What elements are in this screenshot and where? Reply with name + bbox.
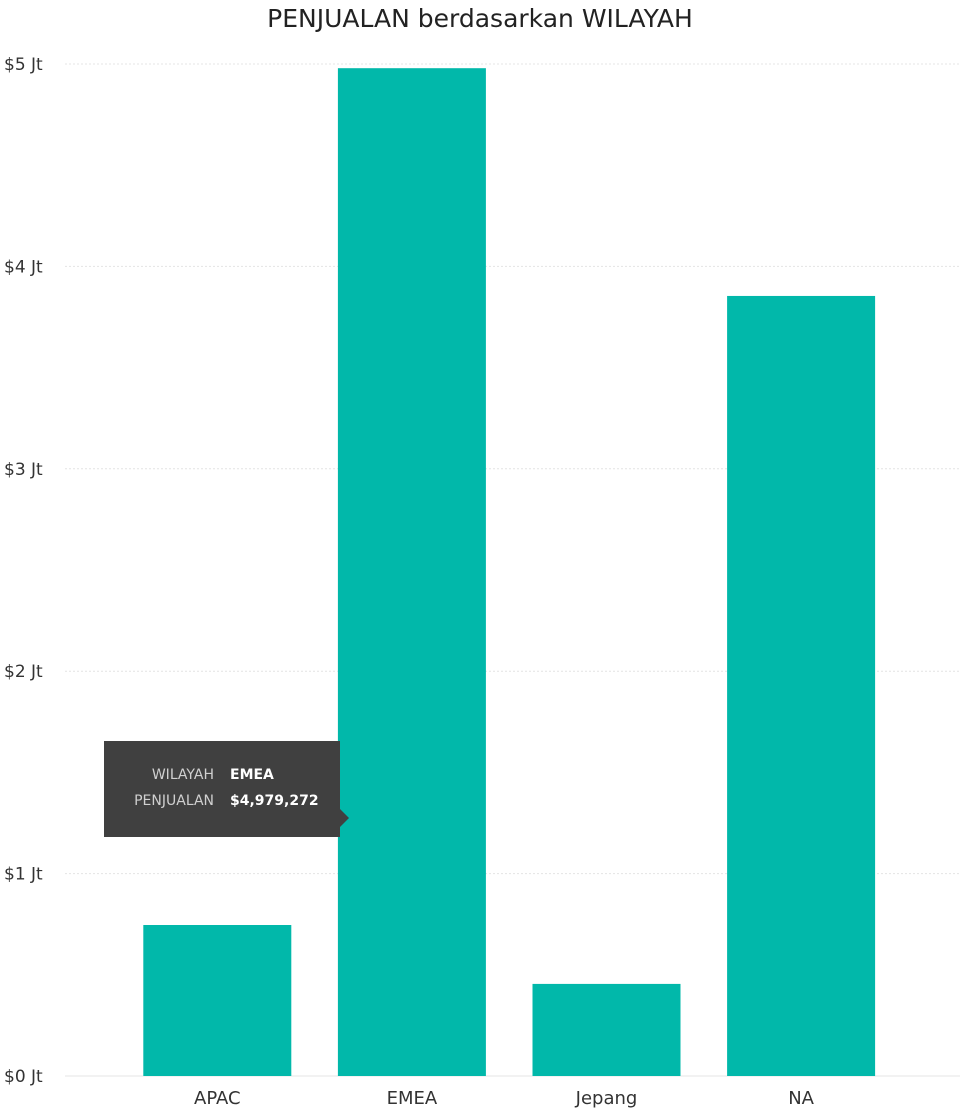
tooltip-value: $4,979,272 (230, 793, 319, 809)
y-tick-label: $4 Jt (4, 257, 43, 277)
y-tick-label: $3 Jt (4, 460, 43, 480)
bar-apac (143, 925, 292, 1076)
y-tick-label: $1 Jt (4, 865, 43, 885)
tooltip-label: WILAYAH (151, 767, 214, 783)
y-tick-label: $5 Jt (4, 55, 43, 75)
x-tick-label: NA (788, 1088, 814, 1109)
tooltip: WILAYAH EMEA PENJUALAN $4,979,272 (104, 741, 349, 837)
y-tick-label: $2 Jt (4, 662, 43, 682)
x-tick-label: Jepang (575, 1088, 638, 1109)
bar-emea (337, 68, 486, 1076)
x-tick-label: APAC (194, 1088, 241, 1109)
x-tick-label: EMEA (387, 1088, 438, 1109)
bar-jepang (532, 983, 681, 1076)
tooltip-label: PENJUALAN (134, 793, 214, 809)
tooltip-value: EMEA (230, 767, 274, 783)
y-tick-label: $0 Jt (4, 1067, 43, 1087)
chart-title: PENJUALAN berdasarkan WILAYAH (267, 4, 693, 33)
bar-na (727, 295, 876, 1076)
tooltip-arrow (340, 809, 349, 827)
